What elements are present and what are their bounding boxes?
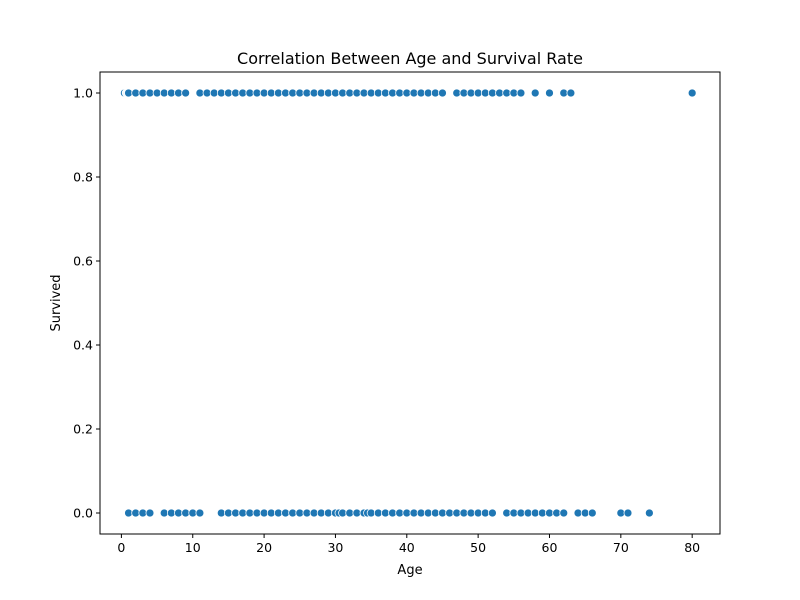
y-axis: 0.0 0.2 0.4 0.6 0.8 1.0	[73, 86, 100, 521]
y-tick-label: 1.0	[73, 86, 93, 101]
data-point	[195, 508, 205, 518]
x-tick-label: 0	[117, 540, 125, 555]
data-point	[644, 508, 654, 518]
data-point	[545, 88, 554, 98]
y-tick-label: 0.4	[73, 338, 93, 353]
data-point	[181, 88, 190, 98]
data-point	[530, 88, 540, 98]
data-point	[438, 88, 447, 98]
x-tick-label: 40	[399, 540, 415, 555]
data-point	[516, 88, 526, 98]
x-tick-label: 50	[470, 540, 486, 555]
x-axis: 0 10 20 30 40 50 60 70 80	[117, 534, 700, 555]
data-point	[566, 88, 576, 98]
x-tick-label: 60	[542, 540, 558, 555]
x-tick-label: 30	[327, 540, 343, 555]
points-layer	[120, 88, 697, 518]
data-point	[687, 88, 697, 98]
y-tick-label: 0.2	[73, 422, 93, 437]
y-axis-label: Survived	[49, 274, 64, 331]
x-axis-label: Age	[397, 563, 422, 578]
data-point	[559, 508, 569, 518]
x-tick-label: 70	[613, 540, 629, 555]
x-tick-label: 20	[256, 540, 272, 555]
data-point	[145, 508, 155, 518]
data-point	[623, 508, 633, 518]
x-tick-label: 10	[185, 540, 201, 555]
data-point	[488, 508, 497, 518]
y-tick-label: 0.8	[73, 170, 93, 185]
plot-area-frame	[99, 71, 721, 535]
chart-title: Correlation Between Age and Survival Rat…	[237, 49, 583, 68]
data-point	[587, 508, 597, 518]
x-tick-label: 80	[684, 540, 700, 555]
y-tick-label: 0.0	[73, 506, 93, 521]
y-tick-label: 0.6	[73, 254, 93, 269]
